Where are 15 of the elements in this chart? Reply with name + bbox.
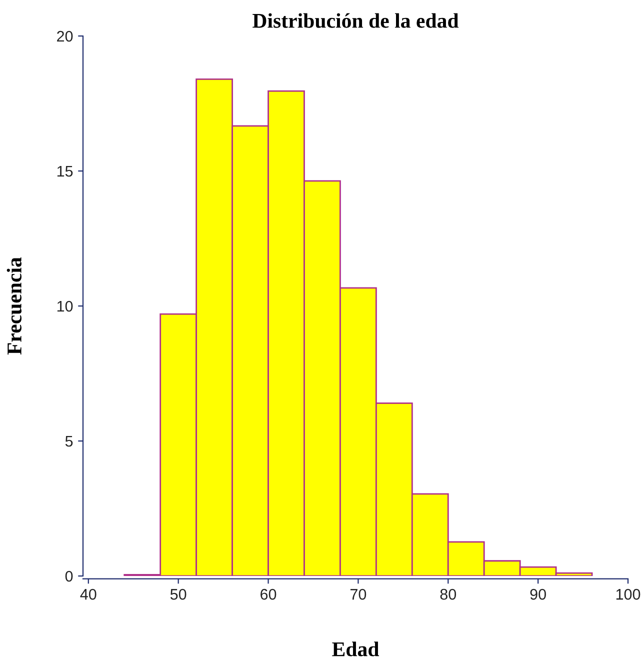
x-tick-label: 90 [530,588,546,600]
y-tick-label: 15 [57,166,73,177]
y-tick-label: 20 [57,30,73,42]
y-tick-label: 0 [65,570,73,582]
x-tick-label: 70 [350,588,366,600]
x-tick-label: 50 [170,588,186,600]
x-axis-title: Edad [332,642,380,656]
chart-title: Distribución de la edad [252,13,459,28]
x-tick-label: 60 [260,588,276,600]
x-tick-label: 80 [440,588,456,600]
y-tick-label: 5 [65,436,73,447]
y-axis-title: Frecuencia [6,257,22,355]
x-tick-label: 100 [616,588,640,600]
y-tick-label: 10 [57,300,73,312]
x-tick-label: 40 [80,588,96,600]
